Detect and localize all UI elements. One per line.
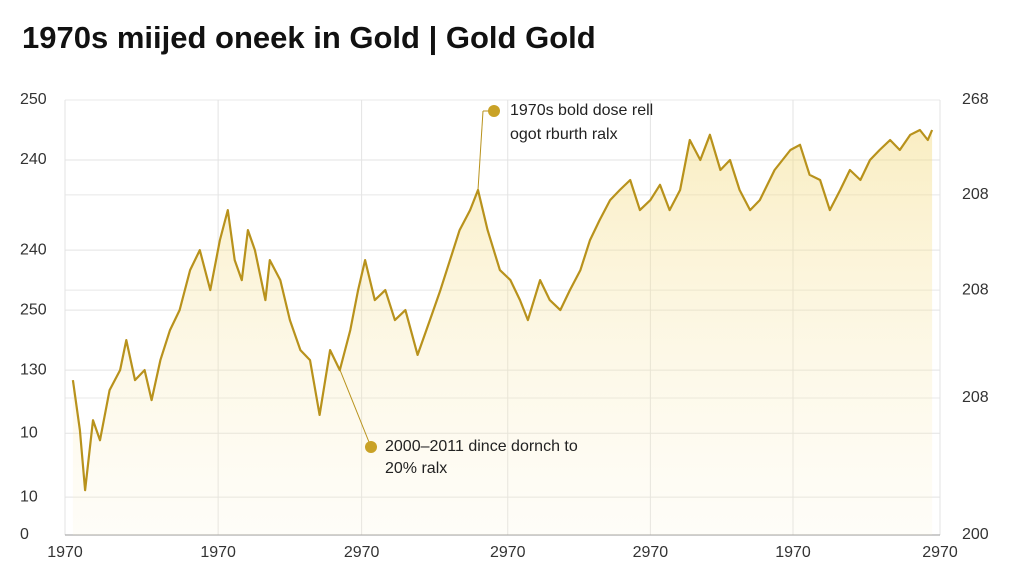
area xyxy=(72,130,933,535)
y-tick-label: 130 xyxy=(20,361,47,378)
y2-tick-label: 208 xyxy=(962,389,989,406)
x-tick-label: 2970 xyxy=(922,544,958,561)
x-tick-label: 1970 xyxy=(47,544,83,561)
y2-tick-label: 208 xyxy=(962,281,989,298)
annotation: 1970s bold dose rell xyxy=(510,102,653,119)
annotation: 2000–2011 dince dornch to xyxy=(385,438,578,455)
annotation: 20% ralx xyxy=(385,460,447,477)
y-tick-label: 250 xyxy=(20,91,47,108)
x-tick-label: 2970 xyxy=(344,544,380,561)
y-tick-label: 250 xyxy=(20,301,47,318)
x-tick-label: 1970 xyxy=(200,544,236,561)
y2-tick-label: 208 xyxy=(962,186,989,203)
x-tick-label: 1970 xyxy=(775,544,811,561)
leader xyxy=(477,110,484,191)
leader xyxy=(339,369,372,448)
chart-title: 1970s miijed oneek in Gold | Gold Gold xyxy=(22,20,596,55)
y-tick-label: 0 xyxy=(20,526,29,543)
y2-tick-label: 268 xyxy=(962,91,989,108)
y-tick-label: 240 xyxy=(20,151,47,168)
x-tick-label: 2970 xyxy=(633,544,669,561)
y-tick-label: 10 xyxy=(20,488,38,505)
x-tick-label: 2970 xyxy=(490,544,526,561)
annotation-dot xyxy=(488,105,500,117)
annotation: ogot rburth ralx xyxy=(510,126,618,143)
y-tick-label: 240 xyxy=(20,241,47,258)
y-tick-label: 10 xyxy=(20,424,38,441)
annotation-dot xyxy=(365,441,377,453)
y2-tick-label: 200 xyxy=(962,526,989,543)
